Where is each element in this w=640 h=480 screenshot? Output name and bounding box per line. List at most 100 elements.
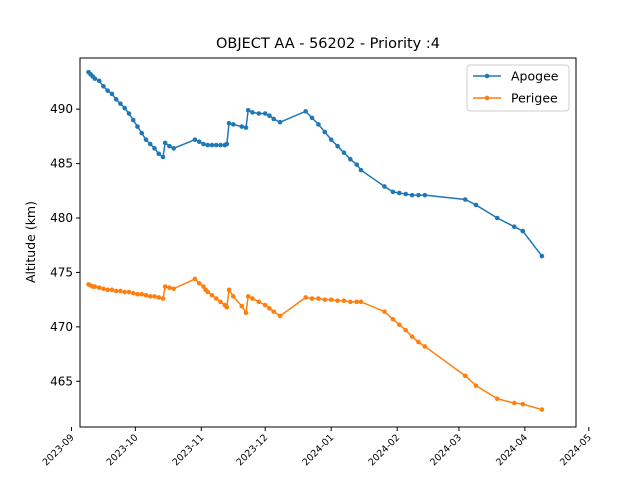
apogee-point-53: [382, 184, 387, 189]
apogee-point-64: [520, 228, 526, 234]
x-tick-label: 2023-09: [41, 432, 77, 468]
apogee-point-8: [113, 97, 119, 102]
y-axis-label: Altitude (km): [23, 201, 38, 283]
apogee-point-48: [335, 143, 340, 149]
apogee-point-23: [192, 137, 198, 142]
perigee-point-47: [322, 297, 328, 302]
apogee-point-61: [473, 202, 479, 208]
perigee-point-3: [92, 284, 98, 289]
x-tick-label: 2023-12: [234, 432, 270, 468]
perigee-point-18: [156, 295, 162, 300]
perigee-point-4: [96, 285, 102, 290]
perigee-point-16: [147, 294, 153, 299]
perigee-point-28: [209, 292, 215, 298]
plot-area: [86, 69, 545, 412]
perigee-point-5: [101, 286, 106, 292]
x-tick-label: 2024-02: [366, 432, 402, 468]
apogee-point-45: [316, 122, 321, 127]
apogee-point-7: [109, 91, 115, 97]
apogee-point-14: [139, 130, 145, 136]
perigee-point-22: [171, 286, 176, 292]
perigee-point-58: [409, 334, 415, 339]
apogee-point-17: [152, 146, 157, 151]
perigee-point-62: [473, 383, 479, 388]
apogee-point-42: [277, 119, 283, 125]
perigee-point-65: [520, 401, 526, 407]
apogee-point-13: [135, 124, 140, 129]
apogee-point-65: [539, 253, 545, 259]
apogee-point-47: [328, 137, 334, 142]
perigee-point-38: [250, 296, 255, 301]
perigee-point-49: [335, 298, 340, 304]
apogee-point-54: [390, 189, 396, 195]
perigee-point-29: [213, 296, 219, 301]
perigee-point-25: [201, 284, 206, 289]
apogee-point-46: [322, 129, 328, 135]
apogee-point-20: [162, 140, 168, 146]
apogee-point-33: [230, 122, 236, 127]
apogee-point-10: [122, 105, 127, 111]
apogee-point-11: [126, 111, 132, 116]
x-tick-label: 2024-04: [494, 432, 530, 468]
y-axis: 465 470 475 480 485 490: [50, 102, 80, 388]
apogee-point-51: [354, 162, 360, 167]
apogee-point-15: [143, 137, 149, 142]
apogee-point-43: [303, 109, 308, 114]
perigee-point-42: [271, 309, 277, 314]
perigee-point-23: [192, 276, 198, 282]
apogee-point-56: [403, 191, 409, 197]
apogee-point-27: [209, 142, 215, 148]
perigee-point-46: [316, 296, 321, 301]
apogee-point-19: [160, 154, 166, 160]
y-tick-label: 465: [50, 374, 73, 388]
apogee-point-9: [118, 101, 123, 107]
perigee-point-34: [230, 294, 236, 299]
apogee-point-60: [463, 197, 468, 202]
apogee-point-35: [243, 125, 249, 130]
x-tick-label: 2023-11: [171, 432, 207, 468]
perigee-point-41: [267, 306, 272, 311]
perigee-point-35: [239, 303, 245, 309]
apogee-point-12: [130, 117, 136, 123]
perigee-point-64: [511, 400, 517, 406]
perigee-point-40: [262, 302, 268, 308]
apogee-point-26: [205, 142, 211, 148]
perigee-point-63: [494, 396, 500, 402]
apogee-point-32: [226, 121, 232, 126]
perigee-point-6: [105, 287, 110, 293]
perigee-point-33: [226, 287, 232, 293]
chart-title: OBJECT AA - 56202 - Priority :4: [216, 36, 440, 52]
apogee-point-38: [256, 111, 262, 116]
perigee-point-51: [348, 299, 353, 305]
perigee-point-56: [397, 322, 402, 327]
x-tick-label: 2024-03: [428, 432, 464, 468]
perigee-point-15: [143, 292, 149, 298]
apogee-point-49: [341, 150, 347, 155]
apogee-point-34: [239, 124, 245, 129]
apogee-point-21: [167, 143, 172, 149]
legend-label-apogee: Apogee: [511, 69, 559, 84]
perigee-point-13: [135, 291, 140, 297]
apogee-point-16: [147, 141, 153, 147]
apogee-point-58: [416, 192, 421, 198]
perigee-point-30: [218, 299, 223, 305]
perigee-point-27: [205, 289, 211, 295]
perigee-point-52: [354, 299, 360, 305]
perigee-point-50: [341, 298, 347, 304]
perigee-point-12: [130, 290, 136, 296]
perigee-point-61: [463, 373, 468, 379]
perigee-point-59: [416, 339, 421, 345]
apogee-point-37: [250, 110, 255, 115]
perigee-point-44: [303, 295, 308, 300]
perigee-point-14: [139, 291, 145, 297]
perigee-point-36: [243, 310, 249, 316]
perigee-point-53: [358, 299, 364, 305]
perigee-point-7: [109, 287, 115, 293]
apogee-point-40: [267, 113, 272, 118]
y-tick-label: 470: [50, 320, 73, 334]
apogee-point-41: [271, 116, 277, 122]
perigee-point-66: [539, 407, 545, 412]
legend-label-perigee: Perigee: [511, 91, 558, 106]
x-axis: 2023-09 2023-10 2023-11 2023-12 2024-01 2024-…: [41, 427, 594, 468]
